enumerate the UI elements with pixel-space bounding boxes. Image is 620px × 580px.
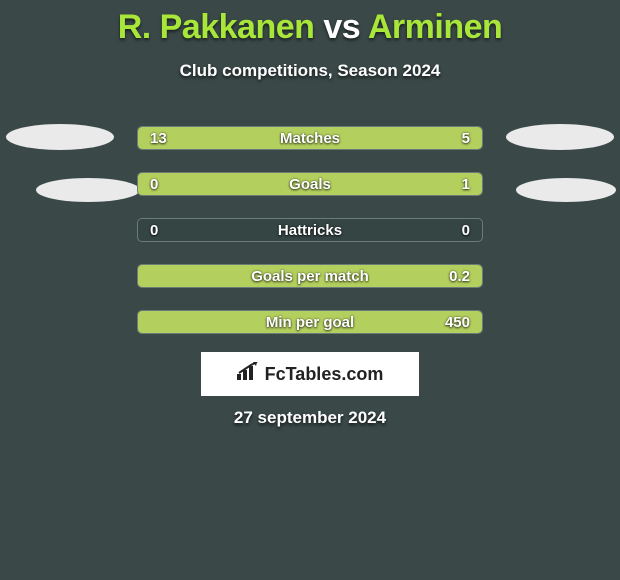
stat-bar: 00Hattricks: [137, 218, 483, 242]
bar-label: Goals per match: [138, 265, 482, 287]
title-right: Arminen: [368, 8, 502, 46]
title-vs: vs: [323, 8, 360, 46]
page-title: R. Pakkanen vs Arminen: [0, 0, 620, 47]
avatar-ellipse: [6, 124, 114, 150]
avatar-ellipse: [516, 178, 616, 202]
logo-box: FcTables.com: [201, 352, 419, 396]
bar-label: Matches: [138, 127, 482, 149]
bars-icon: [237, 362, 259, 387]
subtitle: Club competitions, Season 2024: [0, 61, 620, 81]
bar-label: Min per goal: [138, 311, 482, 333]
avatar-ellipse: [36, 178, 140, 202]
date-text: 27 september 2024: [0, 408, 620, 428]
stat-bar: 135Matches: [137, 126, 483, 150]
logo-text: FcTables.com: [265, 364, 384, 385]
comparison-bars: 135Matches 01Goals 00Hattricks 0.2Goals per…: [137, 126, 483, 356]
bar-label: Hattricks: [138, 219, 482, 241]
title-left: R. Pakkanen: [118, 8, 315, 46]
bar-label: Goals: [138, 173, 482, 195]
stat-bar: 0.2Goals per match: [137, 264, 483, 288]
stat-bar: 01Goals: [137, 172, 483, 196]
avatar-ellipse: [506, 124, 614, 150]
stat-bar: 450Min per goal: [137, 310, 483, 334]
